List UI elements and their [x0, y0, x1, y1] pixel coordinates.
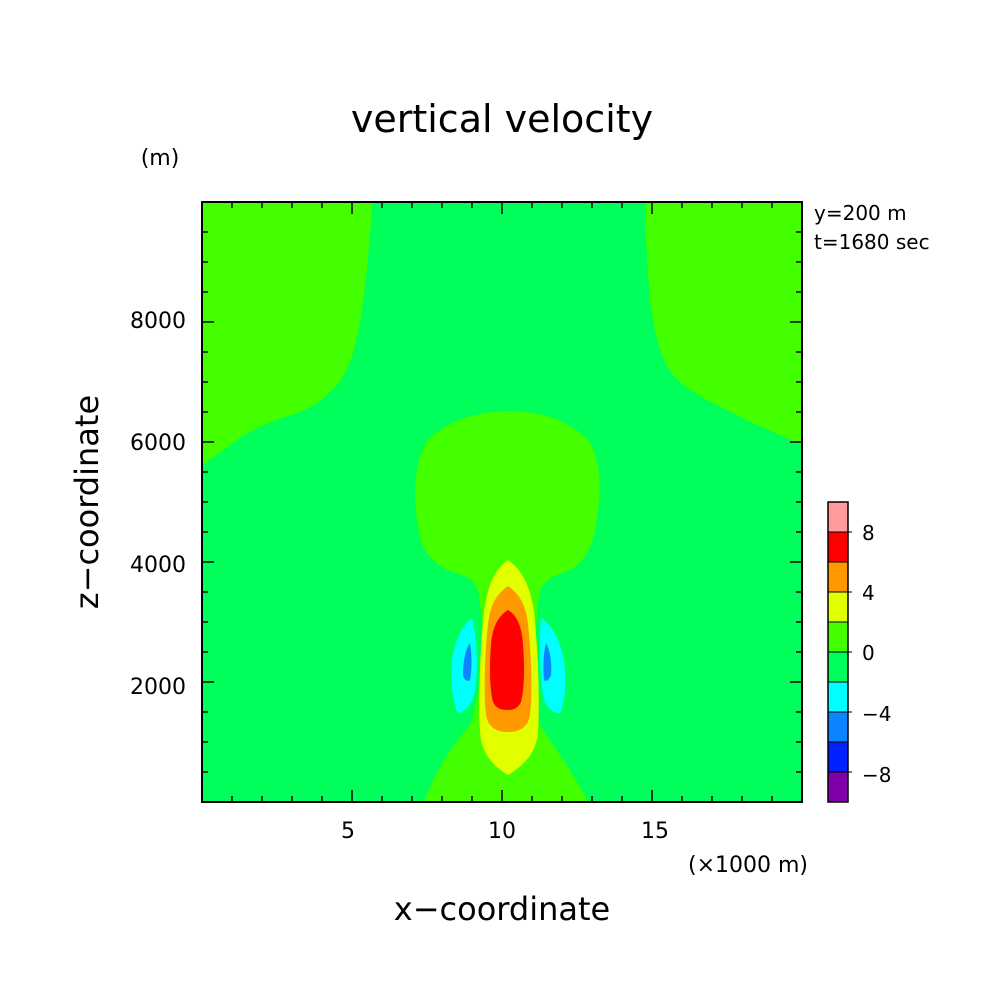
colorbar: [827, 501, 852, 803]
colorbar-swatch: [827, 501, 849, 533]
contour-updraft-core-6-to-8: [489, 610, 525, 710]
y-tick-label-2000: 2000: [130, 675, 186, 700]
x-axis-label: x−coordinate: [394, 890, 610, 928]
colorbar-label-4: 4: [862, 581, 875, 605]
chart-title: vertical velocity: [351, 97, 653, 141]
annotation-time: t=1680 sec: [814, 230, 930, 254]
colorbar-swatch: [827, 681, 849, 713]
contour-downdraft-right-core: [543, 643, 552, 681]
colorbar-swatch: [827, 561, 849, 593]
colorbar-label-8: 8: [862, 521, 875, 545]
colorbar-label-minus8: −8: [862, 763, 891, 787]
contour-upper-right-0-to-2: [645, 202, 802, 445]
colorbar-swatch: [827, 771, 849, 803]
y-axis-units: (m): [141, 146, 180, 171]
y-axis-label: z−coordinate: [68, 395, 106, 609]
y-tick-label-4000: 4000: [130, 553, 186, 578]
contour-downdraft-right-minus2-to-minus4: [539, 618, 566, 713]
colorbar-swatch: [827, 651, 849, 683]
x-tick-label-5: 5: [341, 819, 355, 844]
contour-downdraft-left-core: [463, 643, 472, 681]
colorbar-swatch: [827, 741, 849, 773]
x-tick-label-15: 15: [641, 819, 669, 844]
y-tick-label-6000: 6000: [130, 431, 186, 456]
colorbar-label-0: 0: [862, 641, 875, 665]
colorbar-swatch: [827, 711, 849, 743]
colorbar-swatch: [827, 591, 849, 623]
y-tick-label-8000: 8000: [130, 309, 186, 334]
contour-upper-left-0-to-2: [202, 202, 372, 466]
colorbar-swatch: [827, 621, 849, 653]
x-axis-units: (×1000 m): [688, 853, 808, 878]
x-tick-label-10: 10: [488, 819, 516, 844]
colorbar-label-minus4: −4: [862, 702, 891, 726]
axis-ticks: [202, 202, 802, 802]
annotation-y-position: y=200 m: [814, 201, 907, 225]
contour-field: [202, 202, 802, 802]
colorbar-swatch: [827, 531, 849, 563]
